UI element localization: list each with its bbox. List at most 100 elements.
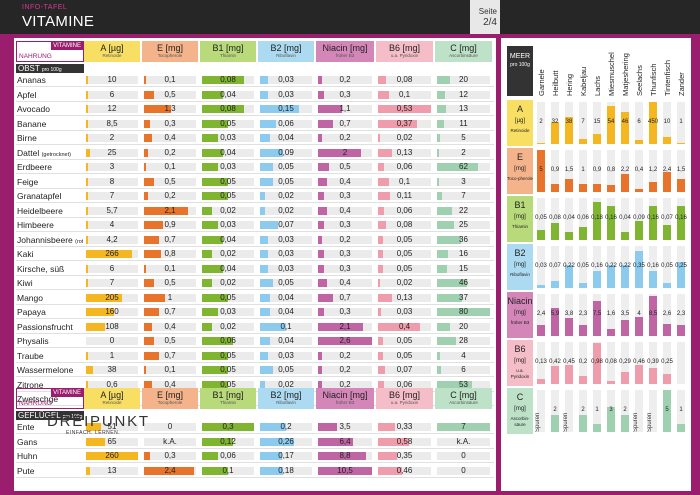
gefluegel-bar-track (144, 423, 196, 431)
obst-cell-value: 0,2 (339, 379, 351, 389)
obst-bar-track (202, 177, 254, 186)
obst-cell-value: 53 (459, 379, 468, 389)
meer-cell-value: 2,3 (578, 311, 588, 317)
obst-bar-track (202, 148, 254, 157)
gefluegel-cell-value: 3,5 (339, 422, 351, 431)
obst-cell-value: 0,8 (164, 249, 176, 258)
meer-bar-track (635, 198, 643, 240)
obst-cell-value: 7 (109, 191, 115, 200)
obst-row-name: Wassermelone (17, 364, 83, 376)
obst-column-sub: Retinoide (102, 53, 122, 58)
obst-cell-value: 0,1 (164, 263, 176, 273)
obst-cell-value: 1,3 (164, 104, 176, 113)
meer-bar-fill (593, 133, 601, 144)
obst-bar-track (86, 351, 138, 360)
meer-bar-track (621, 198, 629, 240)
meer-cell-value: 0,29 (619, 359, 631, 365)
obst-bar-track (260, 366, 312, 374)
meer-cell-value: 0,9 (550, 167, 560, 173)
gefluegel-cell-value: k.A. (456, 436, 471, 446)
obst-row-name-text: Physalis (17, 336, 49, 346)
obst-bar-track (86, 134, 138, 142)
obst-bar-track (378, 366, 431, 374)
obst-bar-fill (144, 264, 147, 273)
obst-bar-fill (86, 366, 93, 374)
obst-bar-track (202, 250, 254, 258)
meer-row-name: B6 (514, 344, 526, 354)
gefluegel-bar-track (378, 452, 431, 460)
obst-cell-value: 0,06 (278, 118, 294, 128)
obst-bar-fill (318, 76, 323, 84)
obst-bar-fill (437, 351, 440, 360)
meer-bar-track (663, 198, 671, 240)
meer-cell-value: 0,05 (661, 263, 673, 269)
obst-row-name-text: Zitrone (17, 379, 44, 390)
obst-row-separator (16, 260, 494, 261)
obst-bar-track (318, 250, 372, 258)
obst-column-unit: [mg] (226, 43, 244, 53)
obst-bar-fill (260, 308, 271, 316)
gefluegel-row-name: Pute (17, 465, 83, 477)
meer-cell-value: 2 (553, 407, 557, 413)
fish-name: Heilbutt (551, 70, 560, 96)
gefluegel-bar-track (202, 452, 254, 460)
obst-bar-track (260, 221, 312, 229)
meer-bar-fill (635, 188, 643, 192)
obst-bar-track (202, 322, 254, 331)
gefluegel-column-name: B2 (270, 390, 284, 400)
meer-cell-value: 0,13 (535, 359, 547, 365)
obst-bar-fill (144, 119, 151, 128)
meer-cell-value: 0,98 (591, 359, 603, 365)
obst-column-unit: [mg] (350, 43, 368, 53)
obst-bar-fill (202, 163, 218, 171)
fish-name: Kabeljau (579, 66, 588, 96)
meer-cell-value: 0,4 (634, 167, 644, 173)
obst-bar-fill (86, 264, 88, 273)
gefluegel-column-header-a: A [µg] Retinoide (84, 388, 140, 409)
meer-cell-value: 0,18 (591, 215, 603, 221)
obst-bar-fill (437, 322, 451, 331)
obst-bar-track (318, 366, 372, 374)
obst-cell-value: 0,05 (396, 336, 413, 345)
obst-cell-value: 62 (459, 162, 468, 171)
gefluegel-cell-value: 0,3 (222, 422, 234, 431)
meer-bar-fill (621, 371, 629, 384)
obst-cell-value: 0,2 (339, 350, 351, 360)
meer-bar-track (537, 102, 545, 144)
obst-cell-value: 0,4 (339, 278, 351, 287)
obst-cell-value: 0,2 (164, 147, 176, 157)
meer-bar-fill (593, 271, 601, 288)
gefluegel-row-separator (16, 433, 494, 434)
gefluegel-cell-value: 65 (107, 436, 117, 446)
obst-cell-value: 0,04 (220, 234, 236, 244)
obst-cell-value: 0,08 (396, 220, 413, 229)
meer-bar-fill (551, 366, 559, 384)
obst-column-name: E (156, 43, 166, 53)
obst-column-header-e: E [mg] Tocopherole (142, 41, 198, 62)
meer-bar-track (551, 342, 559, 384)
obst-bar-fill (202, 119, 228, 128)
gefluegel-bar-fill (378, 437, 409, 446)
meer-bar-track (649, 150, 657, 192)
obst-bar-track (437, 177, 490, 186)
meer-cell-value: Spuren (647, 412, 653, 432)
gefluegel-cell-value: 0 (167, 422, 173, 431)
obst-cell-value: 0,09 (278, 147, 294, 157)
meer-bar-fill (579, 325, 587, 336)
meer-cell-value: 0,45 (563, 359, 575, 365)
obst-bar-track (202, 380, 254, 389)
meer-cell-value: 1,5 (564, 167, 574, 173)
meer-bar-track (635, 102, 643, 144)
obst-cell-value: 0,2 (339, 133, 351, 142)
obst-cell-value: 38 (107, 365, 117, 374)
obst-bar-fill (144, 148, 149, 157)
gefluegel-cell-value: 0,2 (280, 422, 292, 431)
meer-bar-fill (649, 206, 657, 240)
obst-bar-fill (260, 206, 266, 215)
obst-bar-fill (260, 322, 286, 331)
obst-cell-value: 0,1 (398, 89, 411, 99)
meer-bar-track (579, 294, 587, 336)
obst-bar-track (318, 308, 372, 316)
meer-bar-fill (537, 284, 545, 288)
brand-logo: DREIPUNKT (47, 413, 150, 430)
